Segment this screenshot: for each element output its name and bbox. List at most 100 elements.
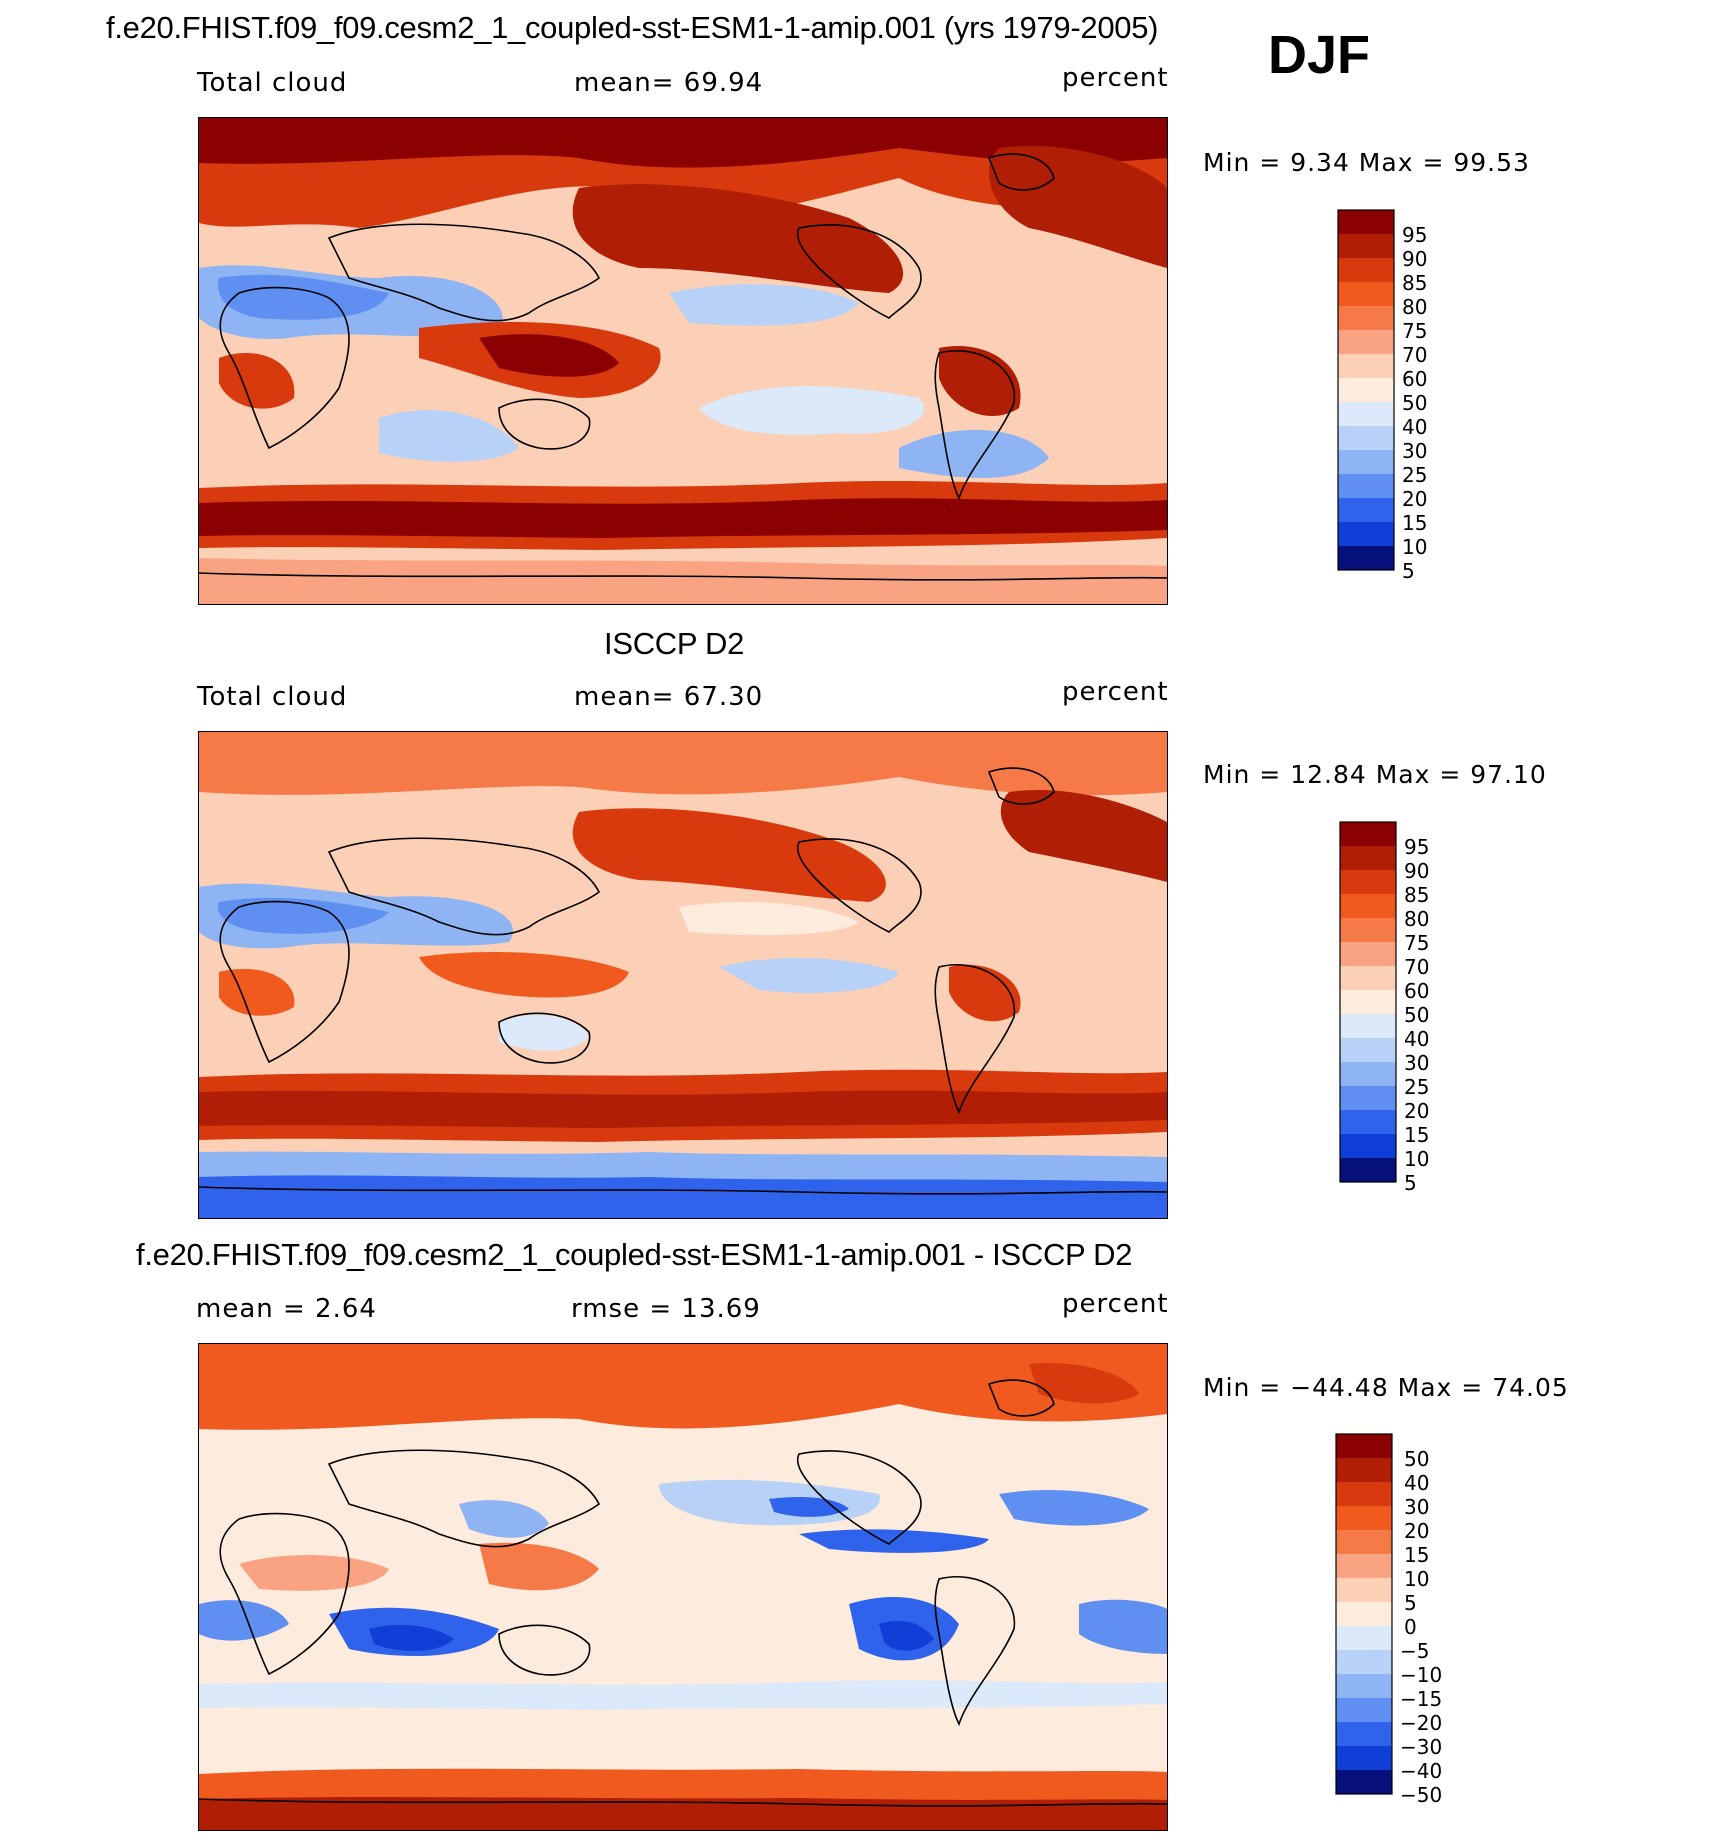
panel-diff-colorbar-svg: 50 40 30 20 15 10 5 0 −5 −10 −15 −20 −30… [1335,1433,1442,1807]
colorbar-frame [1337,209,1395,571]
colorbar-swatch [1336,1506,1392,1530]
colorbar-tick-label: 15 [1402,511,1427,535]
colorbar-swatch [1340,1062,1396,1086]
colorbar-tick-label: 20 [1402,487,1427,511]
colorbar-swatch [1340,942,1396,966]
colorbar-swatch [1340,894,1396,918]
colorbar-tick-label: 70 [1402,343,1427,367]
panel-model-minmax: Min = 9.34 Max = 99.53 [1203,148,1530,177]
colorbar-tick-label: 40 [1404,1027,1429,1051]
colorbar-swatch [1336,1674,1392,1698]
colorbar-tick-label: 5 [1404,1591,1417,1615]
southeast-pacific-negative-core [879,1620,934,1651]
africa-coast [219,286,350,450]
colorbar-tick-label: 40 [1404,1471,1429,1495]
colorbar-tick-label: 30 [1404,1051,1429,1075]
colorbar-tick-label: 5 [1404,1171,1417,1195]
amazon-cloud [949,964,1021,1022]
itcz-negative-band [799,1529,989,1553]
colorbar-swatch [1338,234,1394,258]
eurasia-coast [327,1449,601,1548]
north-atlantic-negative [999,1489,1149,1526]
greenland-coast [987,1379,1055,1417]
colorbar-frame [1339,821,1397,1183]
north-america-coast [797,1450,922,1545]
panel-obs-minmax: Min = 12.84 Max = 97.10 [1203,760,1547,789]
north-america-coast [797,224,922,319]
colorbar-swatch [1336,1434,1392,1458]
antarctica-coast [199,1798,1167,1807]
colorbar-tick-label: 10 [1404,1147,1429,1171]
colorbar-swatch [1338,258,1394,282]
colorbar-swatch [1336,1650,1392,1674]
colorbar-tick-label: 50 [1404,1447,1429,1471]
south-america-coast [934,350,1016,501]
south-america-coast [934,964,1016,1115]
panel-diff-minmax: Min = −44.48 Max = 74.05 [1203,1373,1569,1402]
panel-model-mean-label: mean= 69.94 [574,68,764,98]
australia-coast [498,398,591,450]
colorbar-swatch [1340,1038,1396,1062]
south-atlantic-east-negative [1079,1599,1167,1654]
colorbar-tick-label: 15 [1404,1543,1429,1567]
colorbar-tick-label: 50 [1404,1003,1429,1027]
panel-obs-colorbar-svg: 95 90 85 80 75 70 60 50 40 30 25 20 15 1… [1339,821,1429,1195]
colorbar-swatch [1338,402,1394,426]
warm-pool-cloud [419,952,629,998]
south-indian-negative-core [369,1624,454,1651]
colorbar-swatch [1336,1770,1392,1794]
colorbar-swatch [1340,966,1396,990]
colorbar-tick-label: −40 [1400,1759,1442,1783]
panel-model-variable-label: Total cloud [197,68,348,98]
colorbar-swatch [1340,870,1396,894]
colorbar-swatch [1336,1722,1392,1746]
colorbar-tick-label: 80 [1404,907,1429,931]
north-pacific-storm-track [572,184,904,293]
colorbar-swatch [1338,498,1394,522]
south-indian-clear [379,409,519,462]
india-negative [459,1500,549,1538]
colorbar-tick-label: 40 [1402,415,1427,439]
north-atlantic-storm-track [1000,789,1167,882]
greenland-positive-core [1029,1363,1139,1404]
colorbar-swatch [1336,1578,1392,1602]
colorbar-tick-label: 20 [1404,1519,1429,1543]
panel-diff-title: f.e20.FHIST.f09_f09.cesm2_1_coupled-sst-… [136,1237,1133,1272]
coastlines [199,1379,1167,1807]
antarctic-band [199,558,1167,604]
south-pacific-subtropic-clear [699,386,925,435]
colorbar-tick-label: 95 [1404,835,1429,859]
colorbar-swatch [1338,330,1394,354]
east-pacific-clear [719,957,899,993]
colorbar-tick-label: −20 [1400,1711,1442,1735]
colorbar-swatch [1338,546,1394,570]
colorbar-tick-label: 25 [1404,1075,1429,1099]
southern-ocean-core [199,1090,1167,1128]
panel-obs-mean-label: mean= 67.30 [574,682,764,712]
colorbar-swatch [1336,1698,1392,1722]
colorbar-tick-label: 0 [1404,1615,1417,1639]
colorbar-swatch [1336,1746,1392,1770]
colorbar-swatch [1338,354,1394,378]
colorbar-swatch [1336,1602,1392,1626]
panel-model-title: f.e20.FHIST.f09_f09.cesm2_1_coupled-sst-… [106,10,1159,45]
season-label: DJF [1268,25,1371,85]
colorbar-tick-label: 60 [1402,367,1427,391]
colorbar-swatch [1338,282,1394,306]
central-africa-cloud [219,352,295,409]
colorbar-swatch [1338,450,1394,474]
north-pacific-negative-core [769,1497,849,1517]
africa-coast [219,1512,350,1676]
north-pacific-subtropic-clear [679,902,859,935]
africa-coast [219,900,350,1064]
colorbar-tick-label: −50 [1400,1783,1442,1807]
panel-obs-units-label: percent [1062,677,1169,707]
south-atlantic-west-negative [199,1600,289,1641]
colorbar-swatch [1340,918,1396,942]
colorbar-tick-label: 70 [1404,955,1429,979]
colorbar-tick-label: −30 [1400,1735,1442,1759]
panel-obs-title: ISCCP D2 [604,626,745,661]
colorbar-tick-label: 85 [1402,271,1427,295]
warm-pool-positive [479,1542,599,1591]
southeast-pacific-clear [899,429,1049,478]
